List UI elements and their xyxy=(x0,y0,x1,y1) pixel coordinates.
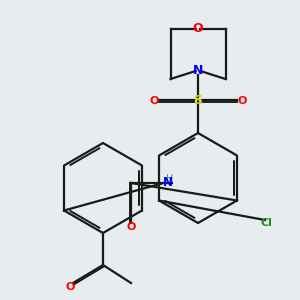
Text: O: O xyxy=(237,96,247,106)
Text: H: H xyxy=(166,174,173,184)
Text: N: N xyxy=(193,64,203,77)
Text: O: O xyxy=(193,22,203,35)
Text: O: O xyxy=(126,222,136,232)
Text: O: O xyxy=(149,96,159,106)
Text: Cl: Cl xyxy=(261,218,272,228)
Text: N: N xyxy=(163,176,173,190)
Text: O: O xyxy=(66,282,75,292)
Text: S: S xyxy=(194,94,202,107)
